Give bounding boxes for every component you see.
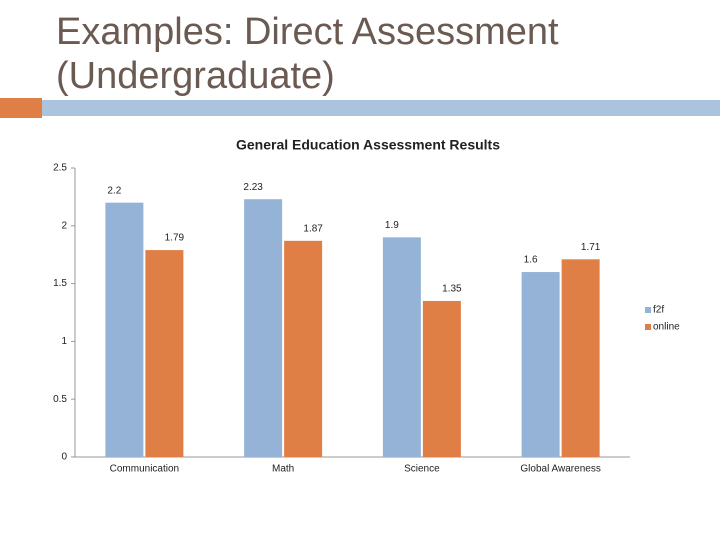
y-tick-label: 1 — [61, 336, 67, 347]
bar — [145, 250, 184, 457]
x-tick-label: Communication — [110, 464, 179, 475]
value-label: 2.23 — [243, 182, 263, 193]
accent-bar — [42, 100, 720, 116]
y-tick-label: 0.5 — [53, 394, 67, 405]
bar — [105, 202, 144, 457]
legend-label: online — [653, 322, 680, 333]
value-label: 2.2 — [107, 185, 121, 196]
value-label: 1.71 — [581, 242, 601, 253]
slide-title: Examples: Direct Assessment (Undergradua… — [56, 11, 559, 97]
value-label: 1.87 — [303, 223, 323, 234]
y-tick-label: 2 — [61, 220, 67, 231]
chart-title: General Education Assessment Results — [236, 137, 500, 153]
y-tick-label: 0 — [61, 452, 67, 463]
legend-swatch — [645, 307, 651, 313]
value-label: 1.35 — [442, 284, 462, 295]
legend-label: f2f — [653, 305, 664, 316]
bar — [521, 272, 560, 457]
bar — [422, 300, 461, 457]
value-label: 1.6 — [524, 255, 538, 266]
value-label: 1.9 — [385, 220, 399, 231]
bar — [382, 237, 421, 457]
x-tick-label: Math — [272, 464, 294, 475]
bar — [284, 240, 323, 457]
bar — [561, 259, 600, 457]
legend-swatch — [645, 324, 651, 330]
bar — [244, 199, 283, 457]
y-tick-label: 2.5 — [53, 163, 67, 174]
y-tick-label: 1.5 — [53, 278, 67, 289]
x-tick-label: Global Awareness — [520, 464, 600, 475]
x-tick-label: Science — [404, 464, 440, 475]
accent-block — [0, 98, 42, 118]
value-label: 1.79 — [165, 233, 185, 244]
